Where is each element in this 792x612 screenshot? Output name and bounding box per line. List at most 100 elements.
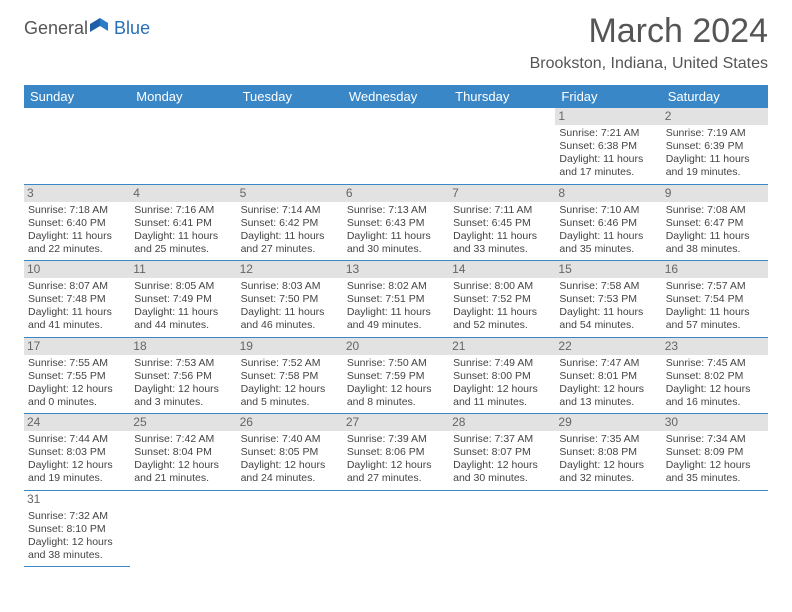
calendar-row: 3Sunrise: 7:18 AMSunset: 6:40 PMDaylight… xyxy=(24,184,768,261)
calendar-cell: 31Sunrise: 7:32 AMSunset: 8:10 PMDayligh… xyxy=(24,490,130,567)
calendar-cell xyxy=(449,108,555,184)
title-block: March 2024 Brookston, Indiana, United St… xyxy=(530,12,768,73)
daylight-line: Daylight: 11 hours and 33 minutes. xyxy=(453,230,551,256)
sunset-line: Sunset: 7:56 PM xyxy=(134,370,232,383)
daylight-line: Daylight: 12 hours and 27 minutes. xyxy=(347,459,445,485)
sunset-line: Sunset: 6:38 PM xyxy=(559,140,657,153)
sunrise-line: Sunrise: 7:10 AM xyxy=(559,204,657,217)
calendar-body: 1Sunrise: 7:21 AMSunset: 6:38 PMDaylight… xyxy=(24,108,768,567)
day-number: 12 xyxy=(237,261,343,278)
logo-text-general: General xyxy=(24,18,88,39)
sunrise-line: Sunrise: 7:52 AM xyxy=(241,357,339,370)
sunset-line: Sunset: 7:50 PM xyxy=(241,293,339,306)
day-number: 21 xyxy=(449,338,555,355)
calendar-table: SundayMondayTuesdayWednesdayThursdayFrid… xyxy=(24,85,768,567)
sunrise-line: Sunrise: 7:40 AM xyxy=(241,433,339,446)
daylight-line: Daylight: 12 hours and 5 minutes. xyxy=(241,383,339,409)
sunrise-line: Sunrise: 7:42 AM xyxy=(134,433,232,446)
calendar-cell: 3Sunrise: 7:18 AMSunset: 6:40 PMDaylight… xyxy=(24,184,130,261)
daylight-line: Daylight: 12 hours and 16 minutes. xyxy=(666,383,764,409)
day-number: 3 xyxy=(24,185,130,202)
calendar-cell: 9Sunrise: 7:08 AMSunset: 6:47 PMDaylight… xyxy=(662,184,768,261)
calendar-cell xyxy=(130,490,236,567)
calendar-cell: 25Sunrise: 7:42 AMSunset: 8:04 PMDayligh… xyxy=(130,414,236,491)
day-number: 5 xyxy=(237,185,343,202)
sunset-line: Sunset: 8:06 PM xyxy=(347,446,445,459)
calendar-cell: 26Sunrise: 7:40 AMSunset: 8:05 PMDayligh… xyxy=(237,414,343,491)
day-number: 8 xyxy=(555,185,661,202)
sunrise-line: Sunrise: 7:45 AM xyxy=(666,357,764,370)
calendar-cell: 16Sunrise: 7:57 AMSunset: 7:54 PMDayligh… xyxy=(662,261,768,338)
daylight-line: Daylight: 11 hours and 17 minutes. xyxy=(559,153,657,179)
calendar-cell: 23Sunrise: 7:45 AMSunset: 8:02 PMDayligh… xyxy=(662,337,768,414)
sunrise-line: Sunrise: 7:58 AM xyxy=(559,280,657,293)
day-number: 16 xyxy=(662,261,768,278)
daylight-line: Daylight: 11 hours and 27 minutes. xyxy=(241,230,339,256)
calendar-cell: 19Sunrise: 7:52 AMSunset: 7:58 PMDayligh… xyxy=(237,337,343,414)
sunrise-line: Sunrise: 7:47 AM xyxy=(559,357,657,370)
weekday-header: Monday xyxy=(130,85,236,108)
day-number: 31 xyxy=(24,491,130,508)
sunset-line: Sunset: 8:10 PM xyxy=(28,523,126,536)
day-number: 7 xyxy=(449,185,555,202)
weekday-header: Thursday xyxy=(449,85,555,108)
calendar-cell: 5Sunrise: 7:14 AMSunset: 6:42 PMDaylight… xyxy=(237,184,343,261)
weekday-header: Friday xyxy=(555,85,661,108)
day-number: 20 xyxy=(343,338,449,355)
sunrise-line: Sunrise: 7:50 AM xyxy=(347,357,445,370)
sunset-line: Sunset: 6:47 PM xyxy=(666,217,764,230)
daylight-line: Daylight: 11 hours and 22 minutes. xyxy=(28,230,126,256)
sunrise-line: Sunrise: 7:37 AM xyxy=(453,433,551,446)
sunrise-line: Sunrise: 7:21 AM xyxy=(559,127,657,140)
calendar-cell: 11Sunrise: 8:05 AMSunset: 7:49 PMDayligh… xyxy=(130,261,236,338)
calendar-cell: 28Sunrise: 7:37 AMSunset: 8:07 PMDayligh… xyxy=(449,414,555,491)
day-number: 1 xyxy=(555,108,661,125)
weekday-header: Saturday xyxy=(662,85,768,108)
daylight-line: Daylight: 11 hours and 54 minutes. xyxy=(559,306,657,332)
day-number: 27 xyxy=(343,414,449,431)
day-number: 4 xyxy=(130,185,236,202)
calendar-cell: 12Sunrise: 8:03 AMSunset: 7:50 PMDayligh… xyxy=(237,261,343,338)
sunrise-line: Sunrise: 8:00 AM xyxy=(453,280,551,293)
calendar-cell: 8 Sunrise: 7:10 AMSunset: 6:46 PMDaylight… xyxy=(555,184,661,261)
weekday-header: Tuesday xyxy=(237,85,343,108)
calendar-cell: 13Sunrise: 8:02 AMSunset: 7:51 PMDayligh… xyxy=(343,261,449,338)
calendar-cell xyxy=(24,108,130,184)
day-number: 23 xyxy=(662,338,768,355)
daylight-line: Daylight: 11 hours and 35 minutes. xyxy=(559,230,657,256)
calendar-cell: 17Sunrise: 7:55 AMSunset: 7:55 PMDayligh… xyxy=(24,337,130,414)
calendar-cell xyxy=(343,108,449,184)
day-number: 2 xyxy=(662,108,768,125)
sunset-line: Sunset: 6:43 PM xyxy=(347,217,445,230)
sunset-line: Sunset: 6:46 PM xyxy=(559,217,657,230)
calendar-row: 10Sunrise: 8:07 AMSunset: 7:48 PMDayligh… xyxy=(24,261,768,338)
daylight-line: Daylight: 12 hours and 0 minutes. xyxy=(28,383,126,409)
logo-text-blue: Blue xyxy=(114,18,150,39)
sunrise-line: Sunrise: 7:19 AM xyxy=(666,127,764,140)
sunrise-line: Sunrise: 8:07 AM xyxy=(28,280,126,293)
flag-icon xyxy=(90,18,108,32)
day-number: 24 xyxy=(24,414,130,431)
sunset-line: Sunset: 7:59 PM xyxy=(347,370,445,383)
sunrise-line: Sunrise: 7:44 AM xyxy=(28,433,126,446)
calendar-cell: 14Sunrise: 8:00 AMSunset: 7:52 PMDayligh… xyxy=(449,261,555,338)
calendar-cell: 7Sunrise: 7:11 AMSunset: 6:45 PMDaylight… xyxy=(449,184,555,261)
sunset-line: Sunset: 7:53 PM xyxy=(559,293,657,306)
day-number: 19 xyxy=(237,338,343,355)
sunset-line: Sunset: 7:48 PM xyxy=(28,293,126,306)
logo: General Blue xyxy=(24,18,150,39)
calendar-cell xyxy=(237,108,343,184)
calendar-cell: 20Sunrise: 7:50 AMSunset: 7:59 PMDayligh… xyxy=(343,337,449,414)
sunrise-line: Sunrise: 7:57 AM xyxy=(666,280,764,293)
day-number: 18 xyxy=(130,338,236,355)
calendar-cell: 21Sunrise: 7:49 AMSunset: 8:00 PMDayligh… xyxy=(449,337,555,414)
calendar-cell: 29Sunrise: 7:35 AMSunset: 8:08 PMDayligh… xyxy=(555,414,661,491)
daylight-line: Daylight: 11 hours and 44 minutes. xyxy=(134,306,232,332)
sunset-line: Sunset: 6:42 PM xyxy=(241,217,339,230)
calendar-cell: 6Sunrise: 7:13 AMSunset: 6:43 PMDaylight… xyxy=(343,184,449,261)
location-text: Brookston, Indiana, United States xyxy=(530,55,768,73)
sunrise-line: Sunrise: 8:05 AM xyxy=(134,280,232,293)
sunset-line: Sunset: 6:39 PM xyxy=(666,140,764,153)
sunset-line: Sunset: 8:00 PM xyxy=(453,370,551,383)
calendar-row: 17Sunrise: 7:55 AMSunset: 7:55 PMDayligh… xyxy=(24,337,768,414)
